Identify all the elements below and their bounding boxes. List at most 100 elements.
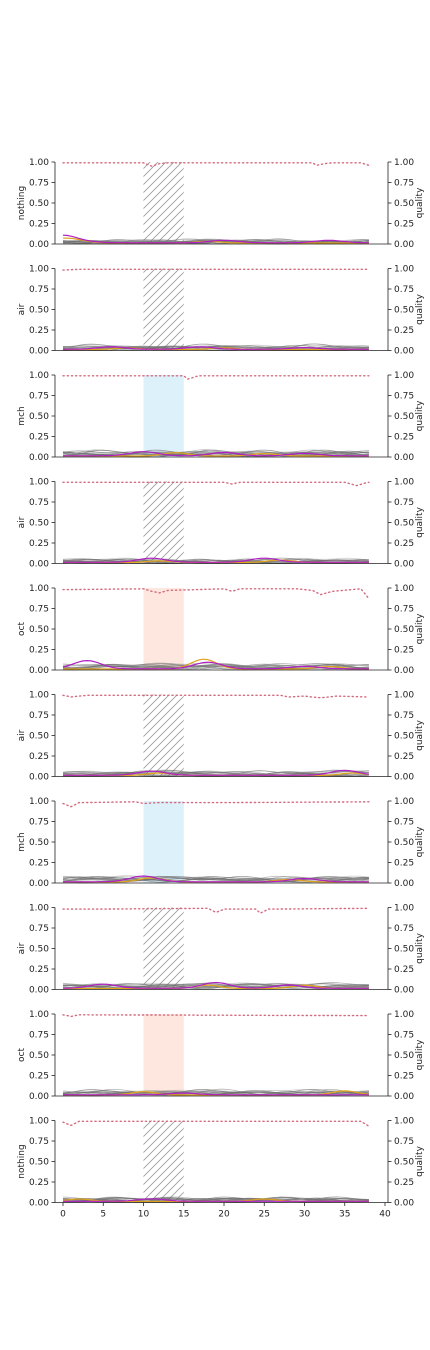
left-tick-label: 0.50 (29, 732, 49, 742)
panel-ylabel: oct (17, 1048, 27, 1062)
stimulus-window (143, 588, 184, 670)
right-tick-label: 0.00 (394, 773, 414, 783)
left-tick-label: 1.00 (29, 691, 49, 701)
quality-label: quality (415, 826, 425, 857)
right-tick-label: 1.00 (394, 1117, 414, 1127)
right-tick-label: 0.50 (394, 412, 414, 422)
left-tick-label: 0.75 (29, 1031, 49, 1041)
gray-trace (62, 449, 369, 457)
quality-label: quality (415, 293, 425, 324)
left-tick-label: 0.00 (29, 453, 49, 463)
left-tick-label: 0.00 (29, 347, 49, 357)
left-tick-label: 0.50 (29, 199, 49, 209)
left-tick-label: 0.50 (29, 519, 49, 529)
quality-line (62, 1014, 370, 1018)
quality-line (62, 694, 370, 699)
quality-label: quality (415, 1039, 425, 1070)
panel-9: 0.00 0.25 0.50 0.75 1.00 0.00 0.25 0.50 0.75 1.00… (17, 1010, 425, 1102)
quality-label: quality (415, 187, 425, 218)
left-tick-label: 0.50 (29, 945, 49, 955)
x-tick-label: 40 (379, 1210, 391, 1220)
quality-line (62, 268, 370, 271)
right-tick-label: 1.00 (394, 584, 414, 594)
panel-5: 0.00 0.25 0.50 0.75 1.00 0.00 0.25 0.50 0.75 1.00… (17, 584, 425, 676)
x-tick-label: 30 (299, 1210, 311, 1220)
left-tick-label: 0.75 (29, 179, 49, 189)
quality-label: quality (415, 506, 425, 537)
panel-ylabel: air (17, 942, 27, 954)
quality-line (62, 162, 370, 167)
panel-ylabel: mch (17, 406, 27, 425)
gray-trace (62, 771, 369, 777)
gray-trace (62, 875, 369, 882)
gray-trace (62, 663, 369, 669)
gray-trace (62, 983, 369, 989)
right-tick-label: 0.25 (394, 220, 414, 230)
left-tick-label: 0.75 (29, 605, 49, 615)
panel-8: 0.00 0.25 0.50 0.75 1.00 0.00 0.25 0.50 0.75 1.00… (17, 904, 425, 996)
left-tick-label: 1.00 (29, 904, 49, 914)
quality-label: quality (415, 613, 425, 644)
x-tick-label: 10 (138, 1210, 150, 1220)
right-tick-label: 0.00 (394, 1199, 414, 1209)
gray-trace (62, 450, 369, 456)
panel-6: 0.00 0.25 0.50 0.75 1.00 0.00 0.25 0.50 0.75 1.00… (17, 691, 425, 783)
right-tick-label: 0.75 (394, 711, 414, 721)
purple-trace (63, 769, 369, 776)
gray-trace (63, 664, 369, 671)
panel-3: 0.00 0.25 0.50 0.75 1.00 0.00 0.25 0.50 0.75 1.00… (17, 371, 425, 463)
right-tick-label: 0.25 (394, 326, 414, 336)
panel-ylabel: mch (17, 832, 27, 851)
right-tick-label: 0.50 (394, 519, 414, 529)
right-tick-label: 0.25 (394, 1178, 414, 1188)
left-tick-label: 0.25 (29, 220, 49, 230)
left-tick-label: 0.25 (29, 326, 49, 336)
left-tick-label: 0.00 (29, 986, 49, 996)
right-tick-label: 0.00 (394, 240, 414, 250)
quality-line (62, 801, 370, 808)
left-tick-label: 0.25 (29, 752, 49, 762)
right-tick-label: 0.00 (394, 666, 414, 676)
right-tick-label: 0.75 (394, 285, 414, 295)
right-tick-label: 1.00 (394, 265, 414, 275)
panel-ylabel: oct (17, 622, 27, 636)
left-tick-label: 0.25 (29, 646, 49, 656)
purple-trace (62, 234, 369, 244)
right-tick-label: 0.00 (394, 879, 414, 889)
panel-ylabel: nothing (17, 1144, 27, 1178)
left-tick-label: 0.00 (29, 1092, 49, 1102)
purple-trace (63, 1092, 369, 1096)
purple-trace (62, 981, 369, 989)
right-tick-label: 0.00 (394, 560, 414, 570)
purple-trace (63, 346, 369, 350)
panel-1: 0.00 0.25 0.50 0.75 1.00 0.00 0.25 0.50 0.75 1.00… (17, 158, 425, 250)
stimulus-window (143, 694, 184, 777)
right-tick-label: 0.75 (394, 818, 414, 828)
right-tick-label: 0.50 (394, 199, 414, 209)
panel-10: 0.00 0.25 0.50 0.75 1.00 0.00 0.25 0.50 0.75 1.00… (17, 1117, 425, 1220)
left-tick-label: 0.75 (29, 818, 49, 828)
x-tick-label: 35 (339, 1210, 350, 1220)
right-tick-label: 0.25 (394, 646, 414, 656)
right-tick-label: 0.75 (394, 924, 414, 934)
left-tick-label: 1.00 (29, 797, 49, 807)
left-tick-label: 0.00 (29, 560, 49, 570)
panel-2: 0.00 0.25 0.50 0.75 1.00 0.00 0.25 0.50 0.75 1.00… (17, 265, 425, 357)
x-tick-label: 20 (218, 1210, 230, 1220)
left-tick-label: 1.00 (29, 371, 49, 381)
right-tick-label: 0.25 (394, 1072, 414, 1082)
right-tick-label: 0.00 (394, 1092, 414, 1102)
stimulus-window (143, 162, 184, 244)
orange-trace (63, 452, 369, 457)
x-tick-label: 15 (178, 1210, 189, 1220)
right-tick-label: 0.00 (394, 986, 414, 996)
purple-trace (62, 659, 369, 670)
right-tick-label: 1.00 (394, 691, 414, 701)
quality-label: quality (415, 400, 425, 431)
right-tick-label: 1.00 (394, 478, 414, 488)
gray-trace (62, 1088, 369, 1096)
left-tick-label: 0.25 (29, 433, 49, 443)
left-tick-label: 0.25 (29, 1178, 49, 1188)
purple-trace (63, 557, 369, 563)
